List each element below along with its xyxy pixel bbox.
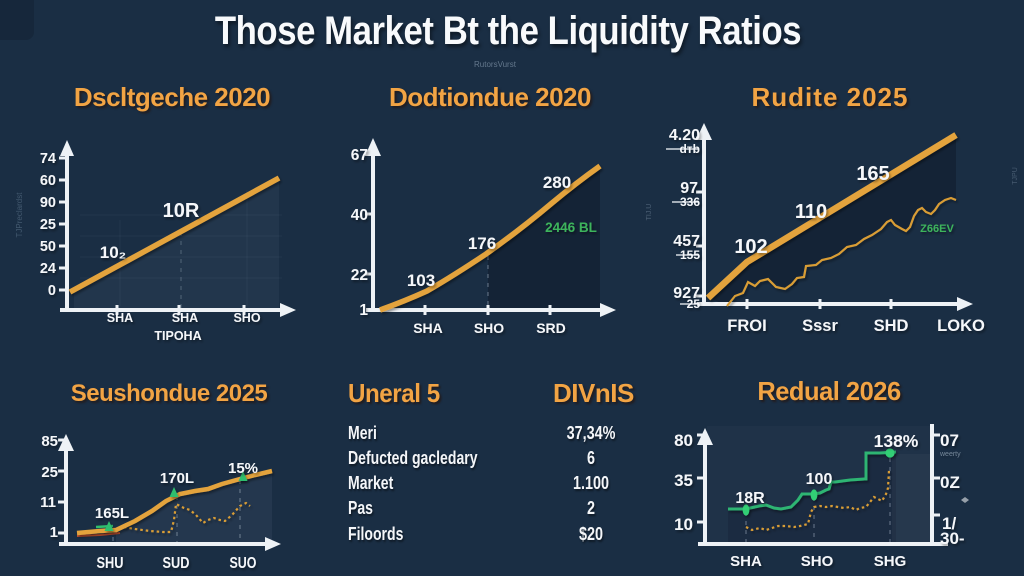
svg-text:TIJ.U: TIJ.U [646, 204, 653, 221]
svg-text:LOKO: LOKO [937, 317, 985, 335]
svg-text:280: 280 [543, 173, 571, 192]
svg-text:TJPreclardst: TJPreclardst [15, 192, 24, 238]
svg-text:170L: 170L [160, 470, 194, 487]
svg-text:24: 24 [40, 261, 56, 277]
svg-text:90: 90 [40, 195, 56, 211]
svg-text:SHU: SHU [97, 555, 124, 572]
svg-text:4.20: 4.20 [669, 127, 700, 144]
svg-text:25: 25 [41, 464, 58, 481]
svg-text:Z66EV: Z66EV [920, 223, 954, 235]
svg-text:30-: 30- [940, 529, 965, 548]
svg-text:SHA: SHA [107, 311, 133, 325]
svg-text:0: 0 [48, 283, 56, 299]
svg-text:67: 67 [351, 147, 368, 164]
svg-text:SHO: SHO [233, 311, 260, 325]
svg-text:SRD: SRD [536, 320, 566, 336]
svg-text:85: 85 [41, 433, 58, 450]
svg-text:103: 103 [407, 271, 435, 290]
svg-text:40: 40 [351, 207, 368, 224]
svg-text:18R: 18R [735, 490, 765, 507]
svg-text:TJPU: TJPU [1012, 167, 1019, 185]
svg-text:138%: 138% [874, 431, 919, 451]
svg-text:165: 165 [856, 163, 889, 185]
svg-text:80: 80 [674, 431, 693, 450]
svg-text:74: 74 [40, 151, 56, 167]
svg-text:1: 1 [50, 524, 58, 541]
svg-text:weerty: weerty [939, 451, 961, 458]
svg-text:FROI: FROI [727, 317, 766, 335]
svg-text:SHA: SHA [413, 320, 443, 336]
svg-text:176: 176 [468, 234, 496, 253]
svg-text:102: 102 [734, 236, 767, 258]
svg-text:0Z: 0Z [940, 473, 960, 492]
svg-text:10R: 10R [163, 200, 200, 222]
svg-text:110: 110 [795, 201, 827, 223]
svg-text:15%: 15% [228, 460, 258, 477]
svg-text:07: 07 [940, 431, 959, 450]
svg-text:1/: 1/ [942, 514, 956, 533]
svg-text:100: 100 [806, 471, 833, 488]
svg-text:165L: 165L [95, 505, 129, 522]
svg-text:SUO: SUO [230, 555, 257, 572]
svg-text:Sssr: Sssr [802, 317, 838, 335]
svg-text:35: 35 [674, 471, 693, 490]
svg-text:60: 60 [40, 173, 56, 189]
svg-text:97: 97 [680, 180, 698, 197]
svg-text:SHD: SHD [874, 317, 909, 335]
svg-text:TIPOHA: TIPOHA [154, 329, 201, 343]
svg-text:457: 457 [673, 233, 700, 250]
svg-text:2446 BL: 2446 BL [545, 220, 597, 235]
svg-text:927: 927 [673, 285, 700, 302]
svg-text:25: 25 [40, 217, 56, 233]
svg-text:11: 11 [40, 494, 56, 511]
svg-text:SHA: SHA [730, 553, 762, 570]
svg-text:SHA: SHA [172, 311, 198, 325]
svg-text:SUD: SUD [163, 555, 190, 572]
svg-text:50: 50 [40, 239, 56, 255]
svg-text:SHG: SHG [874, 553, 907, 570]
svg-text:10: 10 [674, 515, 693, 534]
svg-text:SHO: SHO [801, 553, 834, 570]
svg-text:1: 1 [359, 302, 368, 319]
svg-text:22: 22 [351, 267, 368, 284]
svg-text:10₂: 10₂ [100, 243, 126, 262]
svg-text:SHO: SHO [474, 320, 504, 336]
